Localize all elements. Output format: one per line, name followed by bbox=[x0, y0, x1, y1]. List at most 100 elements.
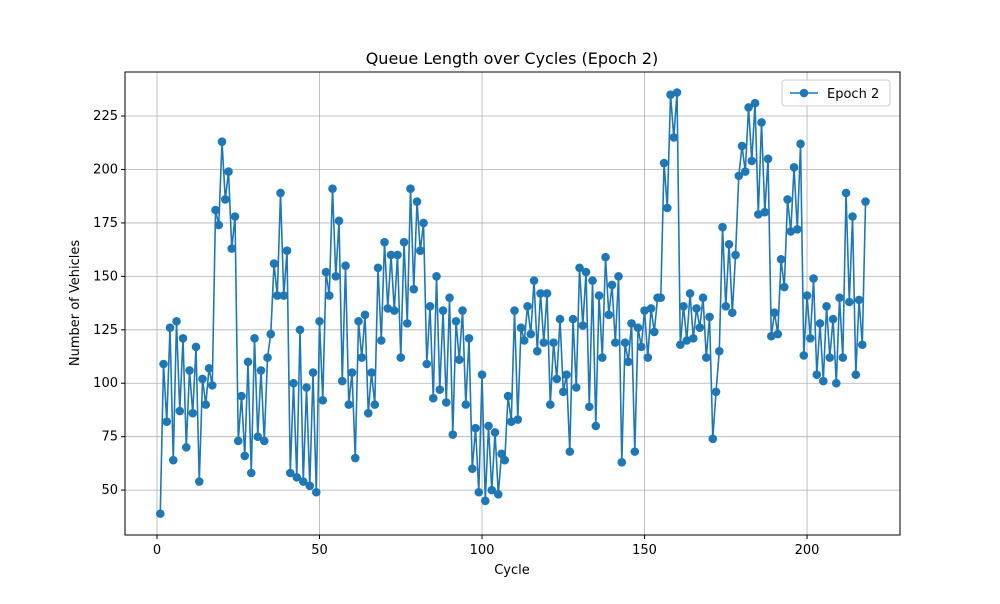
plot-frame bbox=[124, 71, 901, 536]
data-point bbox=[503, 391, 513, 401]
y-tick-label: 150 bbox=[93, 269, 118, 284]
data-point bbox=[594, 291, 604, 300]
data-point bbox=[380, 237, 389, 247]
data-point bbox=[672, 88, 682, 97]
data-point bbox=[838, 353, 848, 362]
data-point bbox=[201, 400, 211, 409]
data-point bbox=[792, 225, 802, 234]
data-point bbox=[490, 428, 500, 437]
data-point bbox=[373, 263, 383, 273]
data-point bbox=[519, 336, 529, 345]
data-point bbox=[786, 227, 796, 236]
data-point bbox=[789, 163, 799, 172]
data-point bbox=[266, 329, 276, 339]
data-point bbox=[321, 267, 331, 277]
data-point bbox=[263, 353, 272, 362]
legend-marker bbox=[799, 88, 809, 98]
data-point bbox=[705, 312, 714, 322]
y-tick-label: 200 bbox=[93, 162, 118, 177]
x-tick-label: 200 bbox=[795, 543, 820, 558]
data-point bbox=[425, 301, 435, 311]
data-point bbox=[731, 250, 740, 260]
data-point bbox=[581, 267, 591, 277]
data-point bbox=[516, 323, 526, 332]
data-point bbox=[604, 310, 614, 320]
data-point bbox=[701, 353, 711, 362]
data-point bbox=[812, 370, 822, 379]
data-point bbox=[698, 293, 708, 303]
data-point bbox=[857, 340, 867, 350]
data-point bbox=[493, 490, 503, 499]
data-point bbox=[191, 342, 201, 352]
data-point bbox=[568, 314, 578, 324]
data-point bbox=[412, 197, 422, 206]
data-point bbox=[562, 370, 571, 379]
y-tick-label: 50 bbox=[101, 483, 118, 498]
data-point bbox=[627, 319, 636, 328]
legend-box bbox=[781, 79, 891, 107]
y-tick-label: 100 bbox=[93, 376, 118, 391]
data-point bbox=[513, 415, 523, 424]
data-point bbox=[591, 421, 601, 431]
data-point bbox=[240, 451, 250, 461]
data-point bbox=[350, 453, 360, 463]
data-point bbox=[500, 455, 510, 465]
data-point bbox=[744, 103, 753, 112]
data-point bbox=[285, 468, 295, 478]
legend-label: Epoch 2 bbox=[827, 87, 879, 102]
data-point bbox=[168, 455, 178, 465]
data-point bbox=[773, 329, 783, 339]
data-point bbox=[467, 464, 477, 474]
data-point bbox=[844, 297, 854, 307]
data-point bbox=[178, 334, 188, 343]
data-point bbox=[363, 408, 373, 418]
data-point bbox=[708, 434, 718, 444]
data-point bbox=[614, 272, 623, 281]
data-point bbox=[487, 485, 497, 495]
data-point bbox=[282, 246, 292, 256]
data-point bbox=[464, 334, 474, 343]
data-point bbox=[578, 321, 588, 330]
y-tick-label: 175 bbox=[93, 216, 118, 231]
data-point bbox=[640, 306, 649, 315]
data-point bbox=[298, 477, 308, 486]
data-point bbox=[357, 353, 367, 362]
data-point bbox=[243, 357, 253, 367]
data-point bbox=[428, 393, 438, 403]
data-point bbox=[763, 154, 773, 164]
data-point bbox=[575, 263, 584, 273]
data-point bbox=[737, 141, 747, 151]
data-point bbox=[386, 250, 396, 260]
data-point bbox=[383, 304, 393, 313]
data-point bbox=[432, 272, 441, 281]
data-point bbox=[523, 301, 532, 311]
data-point bbox=[601, 252, 610, 262]
data-point bbox=[207, 381, 217, 390]
data-point bbox=[217, 137, 227, 146]
data-point bbox=[633, 323, 643, 332]
data-point bbox=[779, 282, 789, 292]
data-point bbox=[454, 355, 464, 365]
data-point bbox=[422, 359, 432, 369]
data-point bbox=[233, 436, 243, 446]
data-point bbox=[506, 417, 516, 427]
data-point bbox=[679, 301, 688, 311]
y-axis-label: Number of Vehicles bbox=[68, 240, 83, 367]
data-point bbox=[740, 167, 750, 176]
data-point bbox=[818, 376, 828, 386]
data-point bbox=[480, 496, 490, 506]
data-point bbox=[643, 353, 653, 362]
data-point bbox=[419, 218, 428, 228]
data-point bbox=[211, 205, 220, 215]
data-point bbox=[172, 316, 181, 326]
data-point bbox=[318, 396, 328, 405]
data-point bbox=[545, 400, 555, 409]
data-point bbox=[682, 336, 692, 345]
data-point bbox=[497, 449, 506, 459]
data-point bbox=[289, 378, 298, 388]
data-point bbox=[354, 316, 363, 326]
data-point bbox=[666, 90, 675, 99]
data-point bbox=[435, 385, 445, 394]
data-point bbox=[181, 443, 191, 452]
y-tick-label: 125 bbox=[93, 323, 118, 338]
